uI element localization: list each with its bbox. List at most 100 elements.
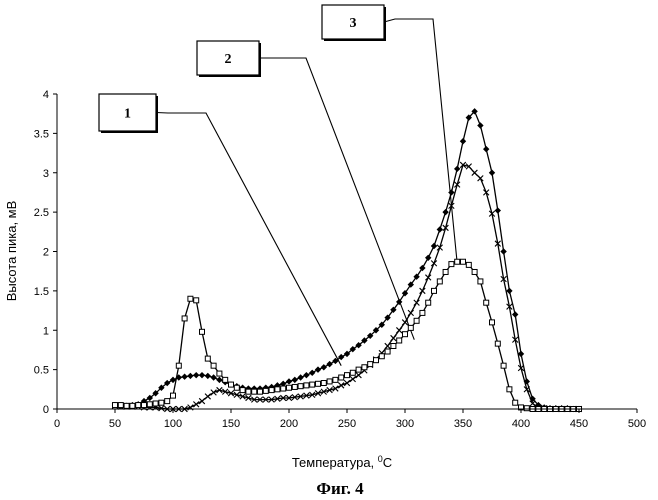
data-point — [303, 382, 310, 389]
data-point — [210, 374, 217, 381]
series-group — [111, 108, 583, 413]
data-point — [314, 390, 322, 397]
data-point — [187, 372, 194, 380]
data-point — [373, 357, 379, 364]
y-tick-label: 3 — [43, 168, 49, 180]
data-point — [436, 226, 443, 233]
callout-box — [196, 40, 260, 76]
data-point — [430, 260, 438, 267]
data-point — [517, 350, 525, 358]
data-point — [407, 309, 414, 317]
data-point — [390, 306, 397, 313]
data-point — [396, 327, 403, 334]
data-point — [291, 376, 298, 384]
data-point — [152, 390, 159, 397]
data-point — [320, 388, 327, 395]
data-point — [222, 388, 229, 395]
data-point — [419, 309, 426, 316]
data-point — [448, 202, 455, 210]
data-point — [141, 402, 147, 409]
y-tick-label: 4 — [43, 89, 49, 101]
callout-box — [98, 93, 157, 132]
data-point — [326, 386, 333, 394]
data-point — [523, 386, 530, 393]
data-point — [413, 299, 420, 306]
data-point — [181, 373, 188, 380]
data-point — [326, 378, 333, 385]
data-point — [425, 274, 432, 281]
data-point — [442, 208, 449, 216]
data-point — [454, 181, 461, 188]
callouts: 1 2 3 — [98, 4, 458, 366]
data-point — [320, 364, 327, 371]
data-point — [523, 405, 530, 412]
callout-leader-line — [155, 111, 342, 366]
data-point — [465, 261, 472, 268]
data-point — [454, 258, 461, 265]
data-point — [285, 394, 293, 402]
callout-box — [321, 4, 385, 40]
data-point — [367, 361, 374, 368]
data-point — [314, 366, 322, 373]
data-point — [262, 387, 269, 394]
data-point — [361, 337, 368, 344]
data-point — [361, 364, 368, 371]
data-point — [210, 362, 217, 369]
series-line — [114, 110, 579, 410]
data-point — [343, 350, 351, 358]
data-point — [152, 400, 159, 407]
data-point — [297, 383, 304, 390]
data-point — [274, 386, 281, 393]
x-tick-label: 0 — [54, 418, 60, 430]
data-point — [280, 380, 287, 387]
data-point — [448, 261, 455, 268]
data-point — [407, 281, 414, 288]
data-point — [401, 319, 409, 326]
data-point — [164, 379, 171, 387]
data-point — [436, 278, 443, 285]
data-point — [245, 388, 252, 395]
data-point — [430, 242, 438, 250]
data-point — [465, 163, 472, 170]
data-point — [210, 389, 217, 396]
series-3 — [112, 258, 582, 412]
data-point — [442, 224, 449, 232]
data-point — [158, 405, 165, 412]
x-tick-label: 350 — [454, 418, 472, 430]
callout-1: 1 — [98, 93, 342, 366]
data-point — [378, 321, 385, 328]
data-point — [204, 355, 211, 362]
data-point — [256, 396, 264, 403]
data-point — [135, 402, 142, 409]
data-point — [158, 399, 165, 406]
x-axis-title-text: Температура, — [292, 455, 378, 470]
data-point — [175, 362, 182, 369]
data-point — [477, 175, 484, 182]
x-tick-label: 300 — [396, 418, 414, 430]
data-point — [169, 376, 177, 384]
data-point — [465, 114, 472, 121]
data-point — [483, 189, 490, 196]
y-tick-label: 2 — [43, 247, 49, 259]
x-tick-label: 500 — [628, 418, 646, 430]
data-point — [291, 383, 298, 390]
x-axis-title-unit: C — [383, 455, 392, 470]
x-tick-label: 450 — [570, 418, 588, 430]
data-point — [349, 375, 356, 383]
data-point — [262, 396, 269, 403]
data-point — [227, 390, 235, 397]
data-point — [419, 264, 426, 272]
data-point — [332, 385, 339, 392]
data-point — [216, 386, 223, 394]
data-point — [181, 315, 188, 322]
data-point — [216, 370, 223, 377]
callout-leader-line — [259, 57, 415, 340]
data-point — [494, 340, 501, 347]
data-point — [193, 297, 200, 304]
data-point — [187, 295, 194, 302]
callout-label: 3 — [350, 16, 357, 31]
callout-leader-line — [383, 18, 458, 264]
data-point — [378, 353, 385, 360]
callout-2: 2 — [196, 40, 415, 340]
y-tick-label: 3.5 — [34, 128, 49, 140]
